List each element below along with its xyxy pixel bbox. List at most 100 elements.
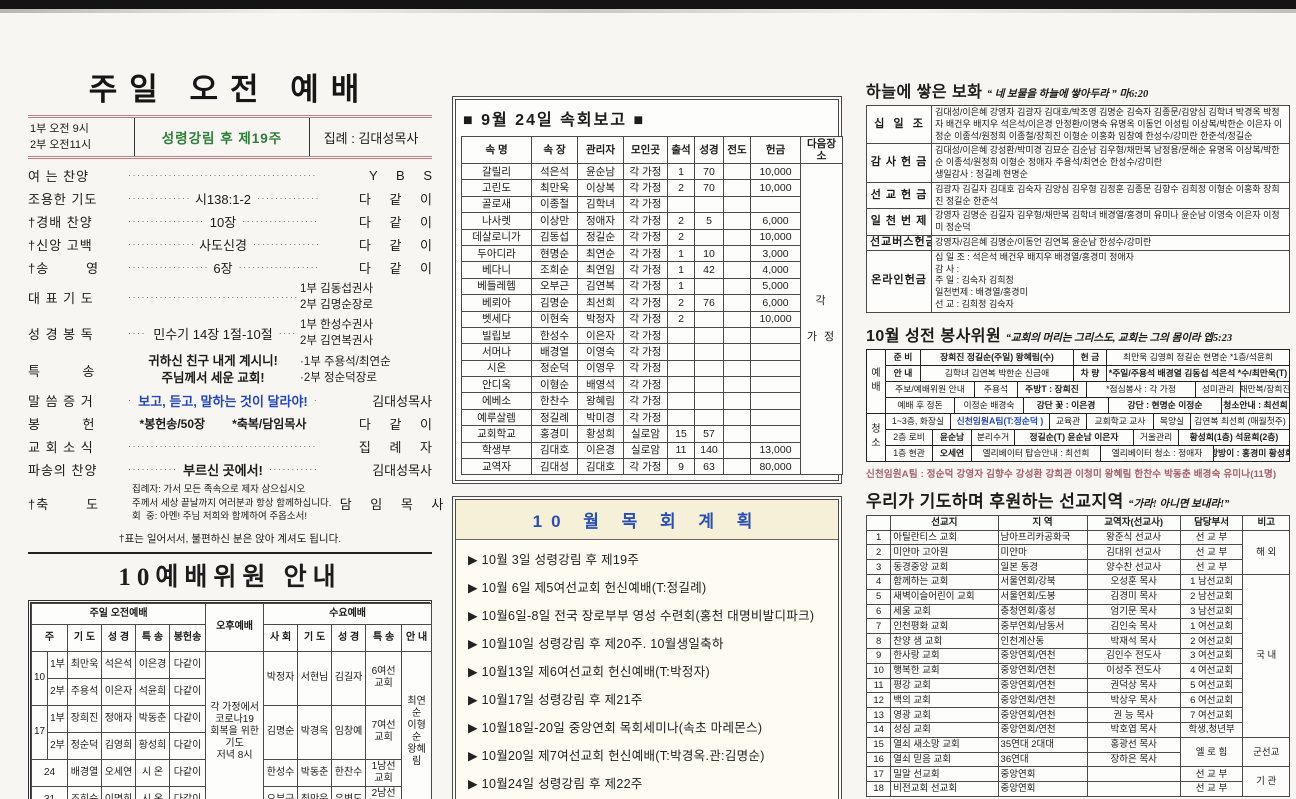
table-cell [723, 376, 751, 394]
table-cell: 안 내 [401, 623, 433, 652]
table-cell: 중앙연회/연천 [997, 647, 1088, 664]
scan-edge-shadow [0, 9, 1296, 13]
table-cell [750, 376, 801, 394]
table-cell: 신천임원A팀(T:정순덕 ) [950, 413, 1049, 429]
table-cell: 김광자 김길자 김대호 김숙자 김양심 김우형 김정훈 김종문 김향수 김희정 … [931, 181, 1290, 210]
table-cell: 목양실 [1153, 413, 1190, 429]
benediction-line: 집례자: 가서 모든 족속으로 제자 삼으십시오 [132, 484, 306, 495]
table-cell: 주일 오전예배 [30, 602, 207, 625]
table-cell: 강영자 김명순 김길자 김우형/채만복 김학녀 배경열/홍경미 유미나 윤순남 … [931, 208, 1290, 236]
table-row: 예배 후 정돈 이정순 배경숙 강단 꽃 : 이은경 강단 : 현명순 이정순 청소안내… [886, 396, 1289, 413]
table-cell: 이상만 [531, 212, 578, 230]
table-cell: 정순덕 [531, 359, 578, 378]
table-cell: 분리수거 [971, 429, 1014, 445]
table-cell: 주방T : 장희진 [1017, 381, 1086, 397]
table-cell: 11 [667, 441, 695, 460]
table-cell [723, 244, 751, 263]
volunteers-table: 예배 준 비 장희진 정길순(주일) 왕혜림(수) 헌 금 최만욱 김영희 정길순 현… [866, 348, 1290, 462]
missions-table: 선교지 지 역 교역자(선교사) 담당부서 비고 1 아틸란티스 교회 남아프리카공화국 왕준식… [865, 514, 1290, 797]
table-cell: 청소안내 : 최선희 [1221, 397, 1289, 413]
table-cell: 42 [694, 261, 724, 279]
table-cell [750, 343, 801, 361]
table-cell: 강영자/김은혜 김명순/이동언 김연복 윤순남 한성수/강미란 [931, 234, 1290, 251]
worship-row: †축 도 집례자: 가서 모든 족속으로 제자 삼으십시오 주께서 세상 끝날까지… [28, 483, 443, 524]
table-cell [723, 425, 751, 443]
table-cell: 이명희 [101, 785, 136, 799]
table-cell: 예배 후 정돈 [897, 399, 943, 410]
table-cell: 권 능 목사 [1086, 707, 1181, 723]
table-cell: 각 가정 [623, 310, 668, 328]
table-cell: 교회학교 교사 [1086, 413, 1153, 429]
table-cell: 2 [865, 544, 892, 561]
table-cell: 5 [865, 588, 892, 605]
worship-label: 대 표 기 도 [28, 290, 94, 306]
table-cell: 김인수 전도사 [1086, 647, 1181, 664]
table-cell: 벳세다 [461, 310, 532, 328]
table-cell: 선교지 [890, 514, 999, 531]
table-cell: 각 가정 [623, 277, 668, 296]
table-cell: 1 [667, 244, 695, 263]
table-cell: 7여선 교회 [365, 704, 403, 760]
table-cell: 10 [865, 662, 892, 679]
table-cell: 6 여선교회 [1179, 692, 1244, 709]
worship-value: 담 임 목 사 [339, 496, 444, 512]
table-cell: 권덕상 목사 [1086, 677, 1181, 694]
table-cell: 오세연 [932, 445, 971, 461]
dot-leader [128, 193, 189, 204]
table-cell: 김영희 [101, 731, 136, 760]
table-cell: 2남선 교회 [365, 785, 403, 799]
volunteers-cleaning-rows: 1~3층, 화장실 신천임원A팀(T:정순덕 ) 교육관 교회학교 교사 목양실 김연복 … [886, 413, 1289, 461]
worship-label: †송 영 [28, 261, 100, 276]
table-cell: 선 교 부 [1179, 766, 1244, 783]
table-cell: 70 [694, 162, 724, 181]
worship-label: 파송의 찬양 [28, 463, 98, 478]
table-cell: 박재석 목사 [1086, 633, 1181, 649]
table-cell: 각 가정 [623, 359, 668, 378]
worship-value: 다 같 이 [358, 192, 432, 207]
table-cell: 주용석 [67, 677, 102, 706]
table-cell: 중앙연회/연천 [997, 707, 1088, 723]
liturgical-season: 성령강림 후 제19주 [135, 118, 310, 156]
volunteers-section-header: 10월 성전 봉사위원 “교회의 머리는 그리스도, 교회는 그의 몸이라 엡5… [866, 322, 1290, 346]
table-cell: 선 교 부 [1179, 559, 1244, 575]
table-cell [667, 343, 695, 361]
worship-center: 시138:1-2 [194, 192, 252, 207]
table-cell: 140 [694, 441, 724, 460]
worship-row: †송 영 6장 다 같 이 [28, 258, 432, 277]
table-cell: 학생부 [461, 441, 532, 460]
table-cell: 김경미 목사 [1086, 588, 1181, 605]
table-cell: 중앙연회/연천 [997, 721, 1088, 738]
table-cell: 함께하는 교회 [890, 573, 999, 590]
table-cell: 김대성/이은혜 강영자 김광자 김대호/박조영 김명순 김숙자 김종문/김양심 … [931, 104, 1290, 145]
table-cell: 김연복 최선희 (매월첫주) [1190, 413, 1289, 429]
table-cell: 석윤희 [135, 677, 170, 706]
table-cell: 박정자 [263, 650, 299, 706]
table-cell [723, 458, 751, 476]
missions-motto: “가라! 아니면 보내라!” [1128, 498, 1230, 510]
table-cell [865, 514, 892, 531]
table-cell: 열쇠 새소망 교회 [890, 736, 999, 753]
table-cell: 1부 [47, 650, 68, 679]
worship-row: 특 송 귀하신 친구 내게 계시니! 주님께서 세운 교회! ·1부 주용석/최연… [28, 353, 432, 387]
table-cell: 인천평화 교회 [890, 618, 999, 635]
table-cell: 김길자 [331, 650, 367, 706]
table-cell: 한찬수 [531, 392, 578, 410]
table-cell: 각 가정 [623, 228, 668, 246]
table-cell: 출석 [667, 136, 695, 164]
dot-leader [128, 395, 132, 406]
table-cell [723, 195, 751, 214]
right-column: 하늘에 쌓은 보화 “ 네 보물을 하늘에 쌓아두라 ” 마6:20 십 일 조… [865, 76, 1290, 797]
table-cell: 다같이 [168, 677, 207, 706]
table-cell: 황성희 [135, 731, 170, 760]
table-cell: 각 가정 [623, 392, 668, 410]
table-cell: 평강 교회 [890, 677, 999, 694]
table-cell: 김학녀 김연복 박한순 신금애 [920, 365, 1073, 381]
table-cell: 선 교 부 [1179, 529, 1244, 546]
table-cell: 홍경미 [531, 425, 578, 443]
plan-item: ▶ 10월 3일 성령강림 후 제19주 [468, 552, 640, 567]
table-cell: 17 [31, 704, 48, 760]
table-cell: 유병도 [331, 785, 367, 799]
table-cell: 고린도 [461, 179, 532, 197]
